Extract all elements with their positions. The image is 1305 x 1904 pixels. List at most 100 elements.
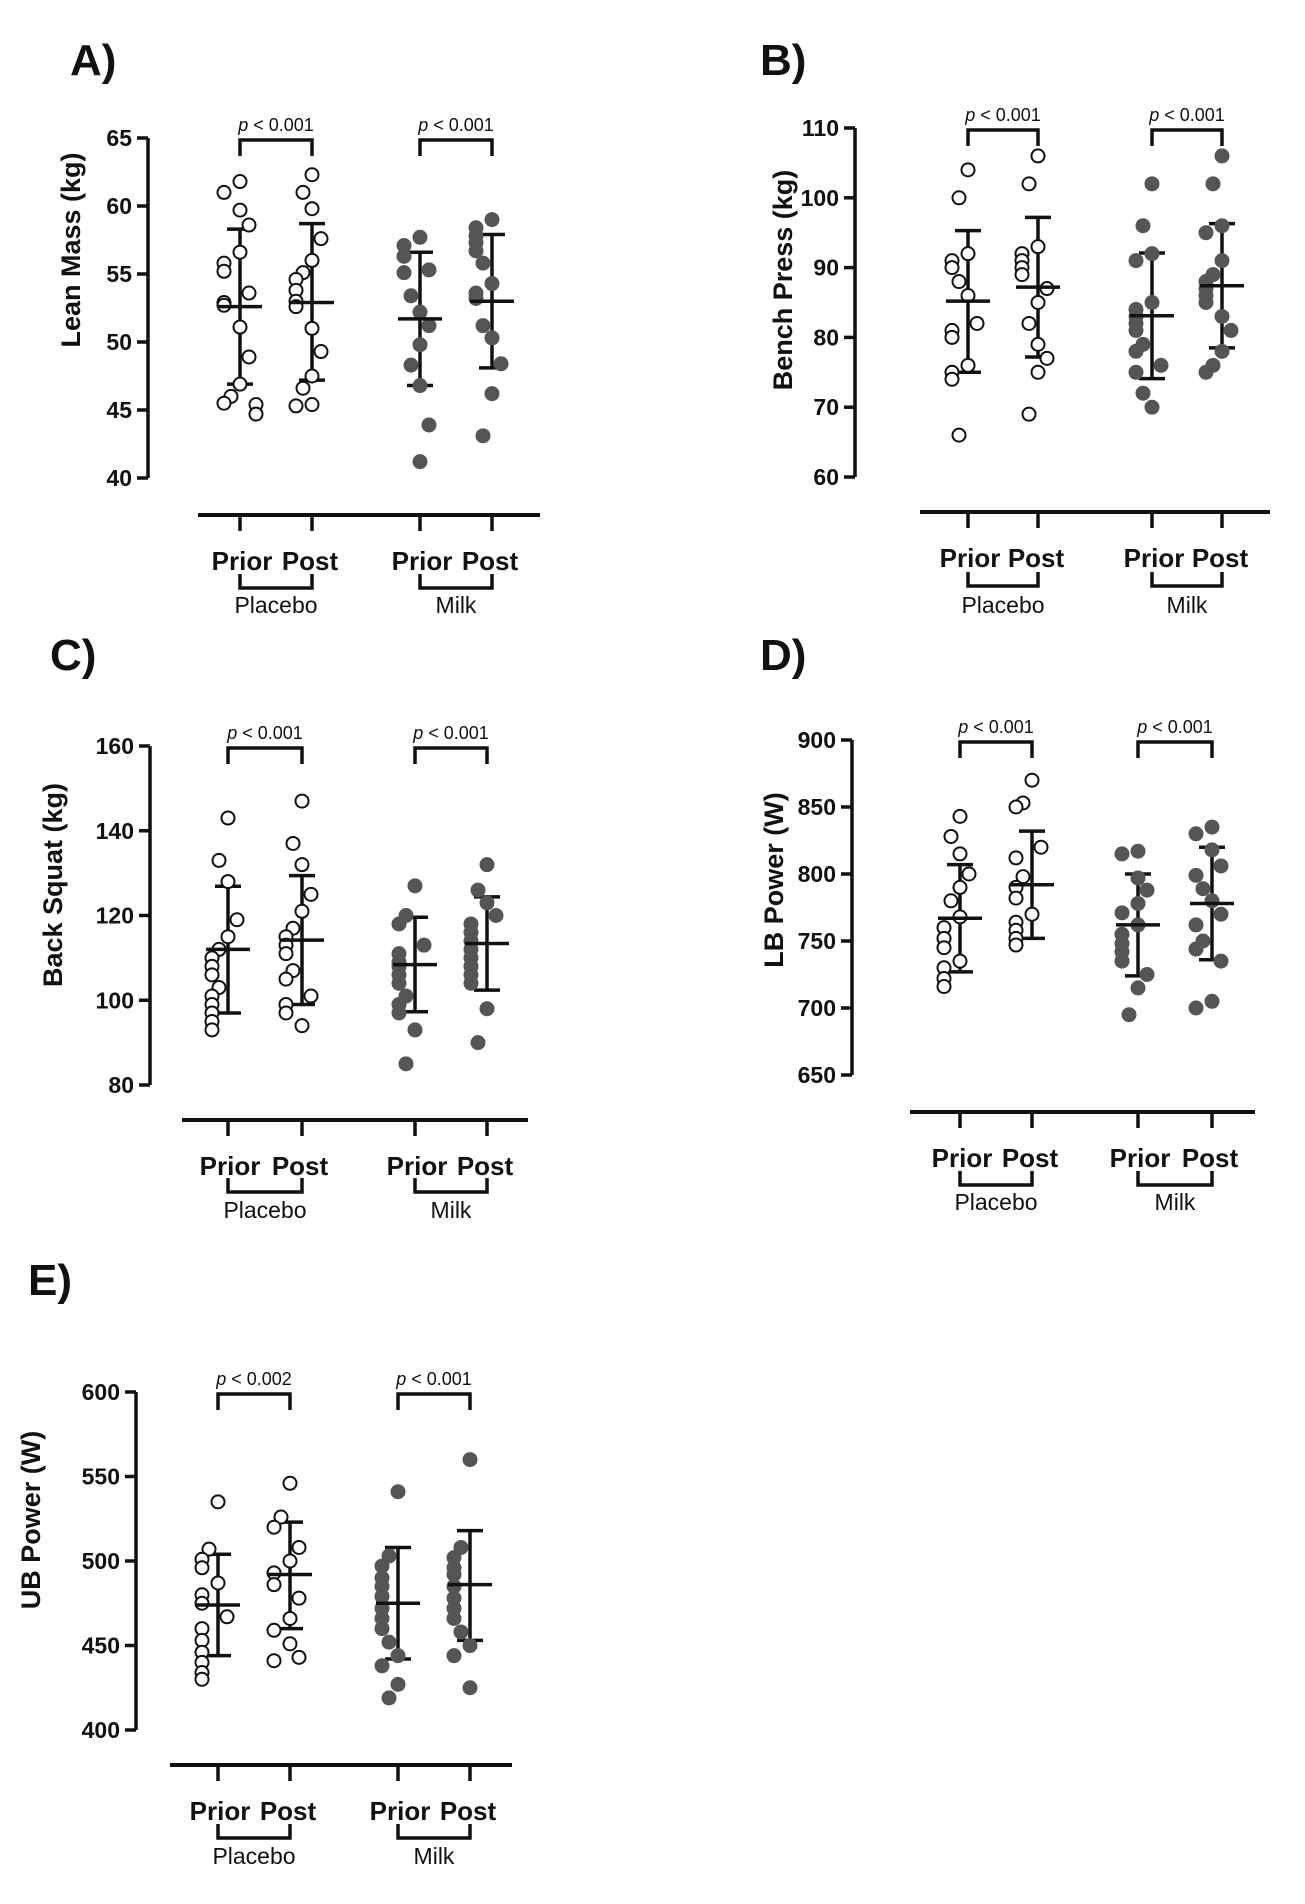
y-tick-label: 850 <box>798 794 836 820</box>
panel-label: B) <box>760 36 806 85</box>
p-value-label: p < 0.001 <box>957 717 1034 737</box>
data-point <box>1135 385 1151 401</box>
data-point <box>484 276 500 292</box>
y-tick-label: 60 <box>813 464 839 490</box>
y-tick-label: 400 <box>82 1717 120 1743</box>
series-3 <box>1198 148 1244 380</box>
y-tick-label: 160 <box>96 733 134 759</box>
y-axis-label: Lean Mass (kg) <box>56 152 86 347</box>
y-tick-label: 60 <box>106 193 132 219</box>
data-point <box>278 971 294 987</box>
y-tick-label: 40 <box>106 465 132 491</box>
data-point <box>304 320 320 336</box>
data-point <box>1195 881 1211 897</box>
y-tick-label: 600 <box>82 1379 120 1405</box>
y-tick-label: 70 <box>813 394 839 420</box>
data-point <box>194 1671 210 1687</box>
data-point <box>952 808 968 824</box>
y-axis-label: UB Power (W) <box>16 1431 46 1610</box>
data-point <box>470 882 486 898</box>
y-tick-label: 700 <box>798 995 836 1021</box>
y-tick-label: 500 <box>82 1548 120 1574</box>
condition-label: Prior <box>940 543 1001 573</box>
data-point <box>1198 364 1214 380</box>
series-2 <box>1114 843 1160 1023</box>
data-point <box>1114 846 1130 862</box>
data-point <box>201 1541 217 1557</box>
data-point <box>421 318 437 334</box>
condition-label: Prior <box>370 1796 431 1826</box>
condition-label: Post <box>462 546 519 576</box>
data-point <box>412 337 428 353</box>
data-point <box>374 1621 390 1637</box>
series-3 <box>468 212 514 444</box>
data-point <box>475 318 491 334</box>
condition-label: Post <box>457 1151 514 1181</box>
data-point <box>479 857 495 873</box>
y-axis-label: Back Squat (kg) <box>38 783 68 987</box>
data-point <box>952 953 968 969</box>
y-tick-label: 110 <box>802 115 839 141</box>
data-point <box>210 1494 226 1510</box>
data-point <box>381 1634 397 1650</box>
treatment-label: Placebo <box>223 1197 306 1223</box>
data-point <box>403 357 419 373</box>
data-point <box>232 202 248 218</box>
panel-label: A) <box>70 36 116 85</box>
series-2 <box>396 229 442 470</box>
treatment-label: Milk <box>436 592 477 618</box>
data-point <box>229 912 245 928</box>
treatment-label: Placebo <box>212 1843 295 1869</box>
data-point <box>295 184 311 200</box>
data-point <box>1144 295 1160 310</box>
data-point <box>479 1001 495 1017</box>
data-point <box>390 1484 406 1500</box>
data-point <box>391 975 407 991</box>
data-point <box>294 1018 310 1034</box>
data-point <box>462 1638 478 1653</box>
series-2 <box>391 878 437 1072</box>
data-point <box>210 1575 226 1591</box>
data-point <box>944 371 960 387</box>
series-3 <box>463 857 509 1051</box>
data-point <box>1214 308 1230 324</box>
treatment-label: Placebo <box>954 1189 1037 1215</box>
significance-bracket <box>966 128 1040 146</box>
data-point <box>390 1648 406 1664</box>
significance-bracket <box>418 138 494 156</box>
data-point <box>1114 905 1130 921</box>
data-point <box>216 263 232 279</box>
data-point <box>960 246 976 262</box>
data-point <box>1144 399 1160 415</box>
data-point <box>1153 357 1169 373</box>
data-point <box>216 184 232 200</box>
data-point <box>294 903 310 919</box>
treatment-label: Milk <box>414 1843 455 1869</box>
data-point <box>232 319 248 335</box>
data-point <box>241 285 257 301</box>
treatment-bracket <box>966 572 1040 588</box>
condition-label: Post <box>272 1151 329 1181</box>
data-point <box>282 1610 298 1626</box>
data-point <box>1214 148 1230 164</box>
data-point <box>374 1658 390 1674</box>
data-point <box>294 793 310 809</box>
data-point <box>1128 322 1144 338</box>
data-point <box>1214 343 1230 359</box>
data-point <box>1188 917 1204 933</box>
data-point <box>282 1553 298 1569</box>
treatment-label: Placebo <box>234 592 317 618</box>
y-tick-label: 900 <box>798 727 836 753</box>
data-point <box>412 229 428 245</box>
condition-label: Post <box>1182 1143 1239 1173</box>
data-point <box>1030 239 1046 255</box>
data-point <box>446 1648 462 1664</box>
significance-bracket <box>226 746 304 764</box>
data-point <box>266 1577 282 1593</box>
treatment-label: Placebo <box>961 592 1044 618</box>
treatment-bracket <box>1150 572 1224 588</box>
y-tick-label: 450 <box>82 1633 120 1659</box>
data-point <box>1008 799 1024 815</box>
data-point <box>1144 176 1160 192</box>
